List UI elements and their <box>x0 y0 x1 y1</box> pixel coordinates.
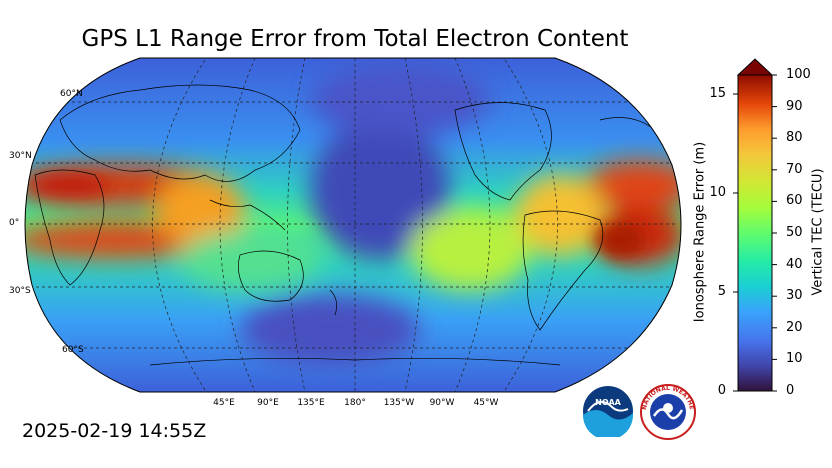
tec-tick-20: 20 <box>786 320 803 335</box>
tec-field <box>25 58 681 392</box>
tec-tick-10: 10 <box>786 351 803 366</box>
tec-tick-50: 50 <box>786 225 803 240</box>
range-error-tick-0: 0 <box>717 383 726 398</box>
lon-label-180: 180° <box>344 398 366 408</box>
tec-tick-70: 70 <box>786 162 803 177</box>
map-title: GPS L1 Range Error from Total Electron C… <box>81 26 629 52</box>
range-error-tick-5: 5 <box>717 284 726 299</box>
range-error-tick-10: 10 <box>709 185 726 200</box>
timestamp: 2025-02-19 14:55Z <box>22 420 207 442</box>
coastlines <box>34 84 666 366</box>
lon-label-135e: 135°E <box>297 398 325 408</box>
lon-label-135w: 135°W <box>383 398 415 408</box>
tec-tick-40: 40 <box>786 257 803 272</box>
globe-outline <box>24 57 682 393</box>
lat-label-60s: 60°S <box>62 345 84 355</box>
lat-label-30n: 30°N <box>9 151 32 161</box>
lat-label-30s: 30°S <box>9 286 31 296</box>
tec-tick-90: 90 <box>786 99 803 114</box>
lon-label-45e: 45°E <box>213 398 235 408</box>
colorbar-extend-triangle <box>736 58 774 76</box>
colorbar-left-ticks <box>733 93 738 392</box>
graticule <box>30 58 675 392</box>
nws-logo: NATIONAL WEATHER SERVICE <box>640 384 696 440</box>
colorbar-gradient <box>737 74 773 392</box>
lon-label-90e: 90°E <box>257 398 279 408</box>
lat-label-0: 0° <box>9 218 20 228</box>
noaa-logo: NOAA <box>583 386 633 437</box>
range-error-tick-15: 15 <box>709 86 726 101</box>
tec-tick-80: 80 <box>786 130 803 145</box>
tec-tick-60: 60 <box>786 193 803 208</box>
tec-tick-100: 100 <box>786 67 811 82</box>
tec-tick-0: 0 <box>786 383 795 398</box>
range-error-axis-label: Ionosphere Range Error (m) <box>692 141 708 323</box>
colorbar-right-ticks <box>772 74 777 392</box>
lon-label-45w: 45°W <box>473 398 499 408</box>
tec-axis-label: Vertical TEC (TECU) <box>810 168 826 296</box>
svg-text:NOAA: NOAA <box>595 398 621 407</box>
tec-tick-30: 30 <box>786 288 803 303</box>
lon-label-90w: 90°W <box>429 398 455 408</box>
lat-label-60n: 60°N <box>60 89 83 99</box>
